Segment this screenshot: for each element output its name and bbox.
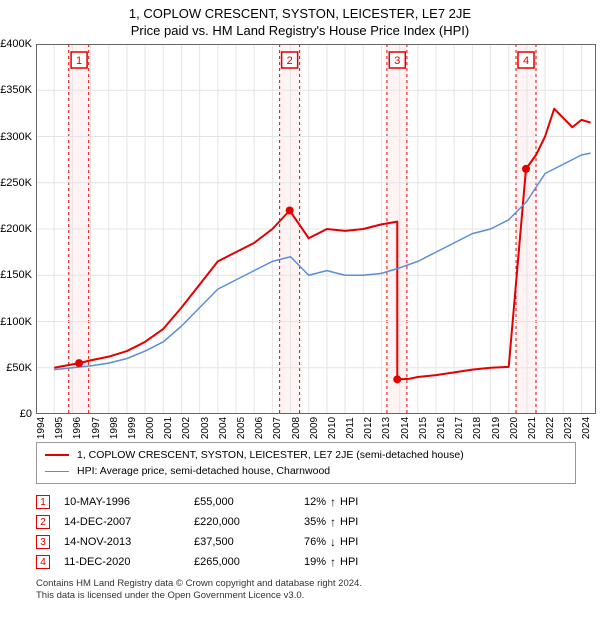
sale-delta-value: 19% bbox=[304, 556, 326, 568]
sale-delta-value: 35% bbox=[304, 516, 326, 528]
x-tick-label: 2021 bbox=[527, 417, 538, 439]
sale-date: 14-NOV-2013 bbox=[64, 536, 194, 548]
arrow-down-icon: ↓ bbox=[330, 535, 336, 549]
legend-row: 1, COPLOW CRESCENT, SYSTON, LEICESTER, L… bbox=[45, 447, 567, 463]
sale-delta-suffix: HPI bbox=[340, 516, 358, 528]
sale-date: 10-MAY-1996 bbox=[64, 496, 194, 508]
legend-row: HPI: Average price, semi-detached house,… bbox=[45, 463, 567, 479]
chart-container: 1, COPLOW CRESCENT, SYSTON, LEICESTER, L… bbox=[0, 0, 600, 603]
legend-box: 1, COPLOW CRESCENT, SYSTON, LEICESTER, L… bbox=[36, 442, 576, 484]
x-tick-label: 2007 bbox=[272, 417, 283, 439]
sale-number-badge: 1 bbox=[36, 495, 50, 509]
svg-text:2: 2 bbox=[287, 55, 293, 67]
x-tick-label: 2017 bbox=[454, 417, 465, 439]
sales-row: 3 14-NOV-2013£37,50076% ↓ HPI bbox=[36, 532, 576, 552]
sale-price: £220,000 bbox=[194, 516, 304, 528]
sale-number-badge: 3 bbox=[36, 535, 50, 549]
footer-line1: Contains HM Land Registry data © Crown c… bbox=[36, 578, 576, 590]
svg-text:1: 1 bbox=[76, 55, 82, 67]
x-tick-label: 1994 bbox=[36, 417, 47, 439]
x-tick-label: 2009 bbox=[309, 417, 320, 439]
sale-delta-suffix: HPI bbox=[340, 536, 358, 548]
sale-delta: 76% ↓ HPI bbox=[304, 535, 414, 549]
arrow-up-icon: ↑ bbox=[330, 555, 336, 569]
sale-number-badge: 4 bbox=[36, 555, 50, 569]
arrow-up-icon: ↑ bbox=[330, 495, 336, 509]
title-address: 1, COPLOW CRESCENT, SYSTON, LEICESTER, L… bbox=[0, 6, 600, 21]
sales-row: 4 11-DEC-2020£265,00019% ↑ HPI bbox=[36, 552, 576, 572]
sale-delta: 12% ↑ HPI bbox=[304, 495, 414, 509]
sale-number-badge: 2 bbox=[36, 515, 50, 529]
x-tick-label: 2010 bbox=[327, 417, 338, 439]
sale-delta: 19% ↑ HPI bbox=[304, 555, 414, 569]
sales-table: 110-MAY-1996£55,00012%↑HPI214-DEC-2007£2… bbox=[36, 492, 576, 572]
sale-date: 14-DEC-2007 bbox=[64, 516, 194, 528]
x-tick-label: 2018 bbox=[472, 417, 483, 439]
y-tick-label: £150K bbox=[0, 269, 32, 281]
y-tick-label: £0 bbox=[20, 408, 32, 420]
x-tick-label: 1998 bbox=[109, 417, 120, 439]
y-tick-label: £50K bbox=[6, 362, 32, 374]
x-tick-label: 1996 bbox=[72, 417, 83, 439]
x-tick-label: 2008 bbox=[291, 417, 302, 439]
title-block: 1, COPLOW CRESCENT, SYSTON, LEICESTER, L… bbox=[0, 0, 600, 40]
x-tick-label: 1995 bbox=[54, 417, 65, 439]
sale-delta-suffix: HPI bbox=[340, 556, 358, 568]
x-tick-label: 2023 bbox=[563, 417, 574, 439]
legend-swatch bbox=[45, 454, 69, 456]
y-tick-label: £200K bbox=[0, 223, 32, 235]
svg-text:4: 4 bbox=[523, 55, 529, 67]
x-tick-label: 2012 bbox=[363, 417, 374, 439]
x-tick-label: 2006 bbox=[254, 417, 265, 439]
sale-price: £37,500 bbox=[194, 536, 304, 548]
sale-price: £265,000 bbox=[194, 556, 304, 568]
x-tick-label: 2024 bbox=[581, 417, 592, 439]
sale-delta: 35% ↑ HPI bbox=[304, 515, 414, 529]
x-tick-label: 2015 bbox=[418, 417, 429, 439]
arrow-up-icon: ↑ bbox=[330, 515, 336, 529]
title-subtitle: Price paid vs. HM Land Registry's House … bbox=[0, 23, 600, 38]
chart-svg: 1 2 3 4 bbox=[36, 44, 596, 414]
x-tick-label: 2014 bbox=[400, 417, 411, 439]
x-tick-label: 2019 bbox=[491, 417, 502, 439]
y-tick-label: £100K bbox=[0, 316, 32, 328]
x-tick-label: 2022 bbox=[545, 417, 556, 439]
x-tick-label: 2020 bbox=[509, 417, 520, 439]
x-tick-label: 2016 bbox=[436, 417, 447, 439]
sale-date: 11-DEC-2020 bbox=[64, 556, 194, 568]
sales-row: 1 10-MAY-1996£55,00012% ↑ HPI bbox=[36, 492, 576, 512]
legend-label: 1, COPLOW CRESCENT, SYSTON, LEICESTER, L… bbox=[77, 449, 464, 461]
x-tick-label: 2003 bbox=[200, 417, 211, 439]
x-tick-label: 2005 bbox=[236, 417, 247, 439]
legend-swatch bbox=[45, 471, 69, 472]
x-tick-label: 2000 bbox=[145, 417, 156, 439]
x-tick-label: 2004 bbox=[218, 417, 229, 439]
footer-attribution: Contains HM Land Registry data © Crown c… bbox=[36, 578, 576, 603]
sale-delta-suffix: HPI bbox=[340, 496, 358, 508]
legend-label: HPI: Average price, semi-detached house,… bbox=[77, 465, 330, 477]
sale-delta-value: 76% bbox=[304, 536, 326, 548]
sale-delta-value: 12% bbox=[304, 496, 326, 508]
x-tick-label: 2002 bbox=[181, 417, 192, 439]
svg-text:3: 3 bbox=[394, 55, 400, 67]
x-tick-label: 2013 bbox=[381, 417, 392, 439]
x-tick-label: 2011 bbox=[345, 417, 356, 439]
chart-area: 1234 £0£50K£100K£150K£200K£250K£300K£350… bbox=[36, 44, 596, 414]
footer-line2: This data is licensed under the Open Gov… bbox=[36, 590, 576, 602]
y-tick-label: £400K bbox=[0, 38, 32, 50]
x-tick-label: 2001 bbox=[163, 417, 174, 439]
sale-price: £55,000 bbox=[194, 496, 304, 508]
sales-row: 2 14-DEC-2007£220,00035% ↑ HPI bbox=[36, 512, 576, 532]
y-tick-label: £350K bbox=[0, 84, 32, 96]
y-tick-label: £250K bbox=[0, 177, 32, 189]
y-tick-label: £300K bbox=[0, 131, 32, 143]
x-tick-label: 1997 bbox=[91, 417, 102, 439]
x-tick-label: 1999 bbox=[127, 417, 138, 439]
